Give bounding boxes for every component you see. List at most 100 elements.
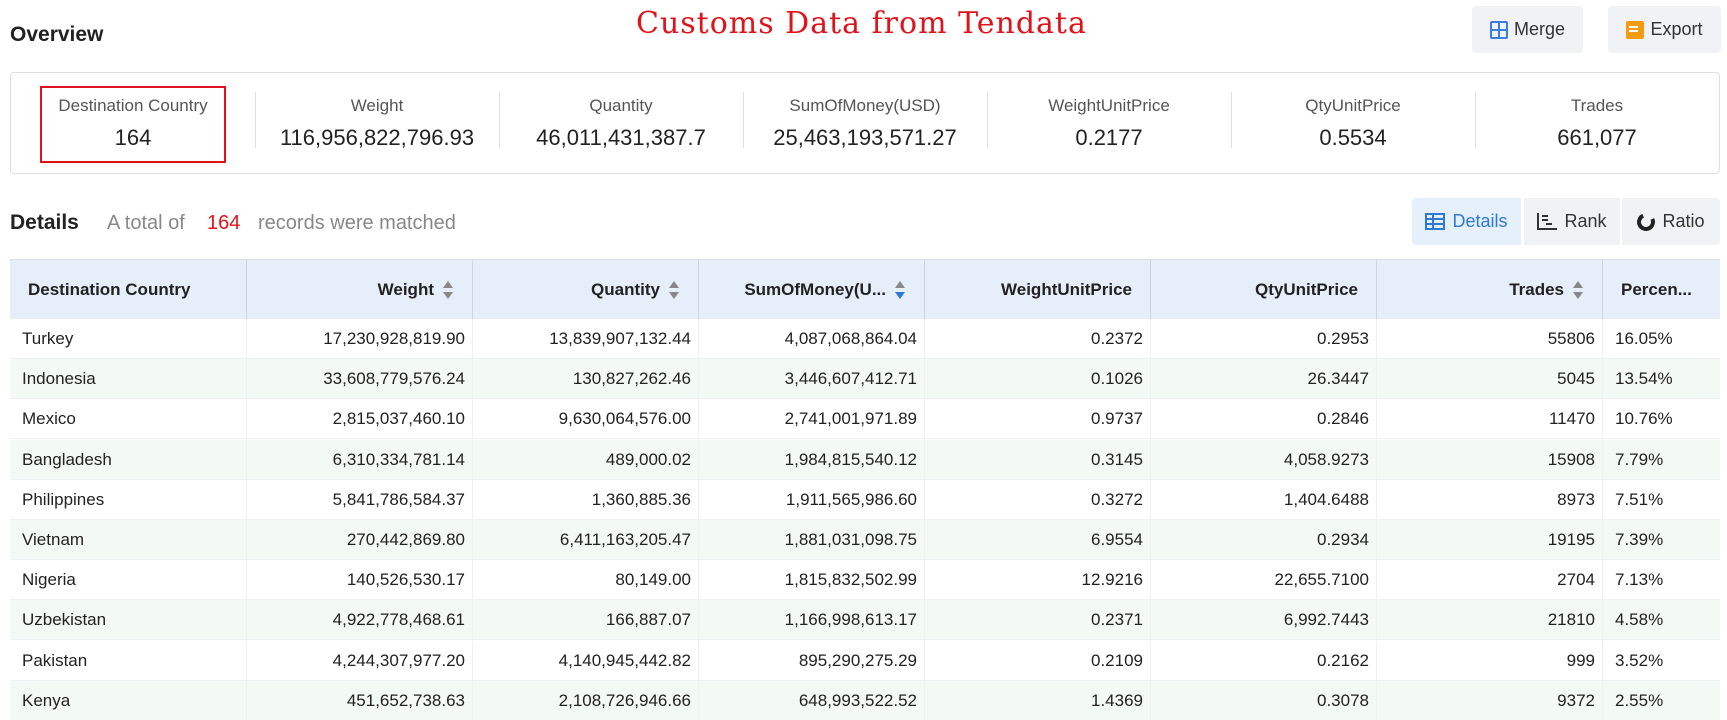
cell-qty-unit-price: 26.3447 — [1151, 359, 1377, 399]
cell-weight: 140,526,530.17 — [247, 560, 473, 600]
stat-trades[interactable]: Trades 661,077 — [1475, 73, 1719, 173]
records-count: 164 — [207, 212, 241, 234]
stat-weight[interactable]: Weight 116,956,822,796.93 — [255, 73, 499, 173]
merge-icon — [1489, 20, 1508, 39]
stat-label: Trades — [1570, 96, 1624, 115]
cell-trades: 8973 — [1377, 480, 1603, 520]
stat-qty-unit-price[interactable]: QtyUnitPrice 0.5534 — [1231, 73, 1475, 173]
cell-weight-unit-price: 0.3145 — [925, 440, 1151, 480]
stat-value: 661,077 — [1557, 125, 1637, 150]
cell-quantity: 80,149.00 — [473, 560, 699, 600]
table-row[interactable]: Bangladesh 6,310,334,781.14 489,000.02 1,98… — [10, 440, 1720, 480]
rank-view-button[interactable]: Rank — [1524, 198, 1620, 245]
stat-divider — [1475, 92, 1476, 148]
cell-qty-unit-price: 4,058.9273 — [1151, 440, 1377, 480]
cell-qty-unit-price: 0.2162 — [1151, 641, 1377, 681]
cell-qty-unit-price: 0.2934 — [1151, 520, 1377, 560]
watermark-title: Customs Data from Tendata — [636, 6, 1087, 41]
column-header-label: SumOfMoney(U... — [744, 280, 886, 299]
stat-weight-unit-price[interactable]: WeightUnitPrice 0.2177 — [987, 73, 1231, 173]
merge-button[interactable]: Merge — [1472, 6, 1583, 53]
column-header-percentage[interactable]: Percen... — [1603, 260, 1720, 320]
stat-quantity[interactable]: Quantity 46,011,431,387.7 — [499, 73, 743, 173]
selection-highlight-box — [40, 86, 226, 163]
summary-panel: Destination Country 164 Weight 116,956,8… — [10, 72, 1720, 174]
cell-quantity: 1,360,885.36 — [473, 480, 699, 520]
column-header-weight-unit-price[interactable]: WeightUnitPrice — [925, 260, 1151, 320]
cell-sum-of-money: 1,911,565,986.60 — [699, 480, 925, 520]
cell-weight-unit-price: 12.9216 — [925, 560, 1151, 600]
cell-quantity: 489,000.02 — [473, 440, 699, 480]
table-row[interactable]: Uzbekistan 4,922,778,468.61 166,887.07 1,16… — [10, 600, 1720, 640]
cell-country: Vietnam — [10, 520, 247, 560]
stat-value: 116,956,822,796.93 — [279, 125, 475, 150]
cell-sum-of-money: 1,815,832,502.99 — [699, 560, 925, 600]
details-view-button[interactable]: Details — [1412, 198, 1521, 245]
column-header-quantity[interactable]: Quantity — [473, 260, 699, 320]
cell-qty-unit-price: 0.2953 — [1151, 319, 1377, 359]
stat-divider — [743, 92, 744, 148]
cell-quantity: 130,827,262.46 — [473, 359, 699, 399]
column-header-label: Trades — [1509, 280, 1564, 299]
export-button[interactable]: Export — [1608, 6, 1721, 53]
stat-value: 0.5534 — [1319, 125, 1387, 150]
column-header-label: Percen... — [1621, 280, 1692, 299]
column-header-sum-of-money[interactable]: SumOfMoney(U... — [699, 260, 925, 320]
cell-trades: 11470 — [1377, 399, 1603, 439]
overview-title: Overview — [10, 23, 104, 46]
stat-value: 46,011,431,387.7 — [536, 125, 706, 150]
table-row[interactable]: Indonesia 33,608,779,576.24 130,827,262.46… — [10, 359, 1720, 399]
cell-percentage: 2.55% — [1615, 691, 1664, 710]
cell-weight: 5,841,786,584.37 — [247, 480, 473, 520]
sort-icon[interactable] — [1572, 280, 1584, 300]
cell-sum-of-money: 1,881,031,098.75 — [699, 520, 925, 560]
column-header-label: Weight — [377, 280, 434, 299]
table-row[interactable]: Kenya 451,652,738.63 2,108,726,946.66 648,9… — [10, 681, 1720, 720]
table-row[interactable]: Vietnam 270,442,869.80 6,411,163,205.47 1,8… — [10, 520, 1720, 560]
cell-weight-unit-price: 0.1026 — [925, 359, 1151, 399]
merge-button-label: Merge — [1513, 19, 1566, 39]
column-header-label: WeightUnitPrice — [1001, 280, 1132, 299]
table-row[interactable]: Turkey 17,230,928,819.90 13,839,907,132.44… — [10, 319, 1720, 359]
stat-label: Weight — [350, 96, 404, 115]
cell-trades: 15908 — [1377, 440, 1603, 480]
stat-value: 25,463,193,571.27 — [773, 125, 957, 150]
cell-weight-unit-price: 0.3272 — [925, 480, 1151, 520]
cell-weight: 33,608,779,576.24 — [247, 359, 473, 399]
export-icon — [1626, 20, 1645, 39]
cell-percentage: 13.54% — [1615, 369, 1673, 388]
cell-sum-of-money: 648,993,522.52 — [699, 681, 925, 720]
table-row[interactable]: Mexico 2,815,037,460.10 9,630,064,576.00 2,… — [10, 399, 1720, 439]
cell-qty-unit-price: 22,655.7100 — [1151, 560, 1377, 600]
cell-trades: 19195 — [1377, 520, 1603, 560]
details-view-label: Details — [1452, 211, 1508, 231]
column-header-destination-country[interactable]: Destination Country — [10, 260, 247, 320]
cell-weight: 2,815,037,460.10 — [247, 399, 473, 439]
sort-descending-icon[interactable] — [894, 280, 906, 300]
stat-sum-of-money[interactable]: SumOfMoney(USD) 25,463,193,571.27 — [743, 73, 987, 173]
column-header-qty-unit-price[interactable]: QtyUnitPrice — [1151, 260, 1377, 320]
stat-destination-country[interactable]: Destination Country 164 — [11, 73, 255, 173]
stat-divider — [499, 92, 500, 148]
column-header-weight[interactable]: Weight — [247, 260, 473, 320]
cell-country: Bangladesh — [10, 440, 247, 480]
cell-percentage: 16.05% — [1615, 329, 1673, 348]
table-row[interactable]: Nigeria 140,526,530.17 80,149.00 1,815,832,… — [10, 560, 1720, 600]
cell-weight-unit-price: 6.9554 — [925, 520, 1151, 560]
ratio-view-button[interactable]: Ratio — [1622, 198, 1720, 245]
stat-divider — [987, 92, 988, 148]
sort-icon[interactable] — [442, 280, 454, 300]
cell-sum-of-money: 1,166,998,613.17 — [699, 600, 925, 640]
table-row[interactable]: Pakistan 4,244,307,977.20 4,140,945,442.82… — [10, 641, 1720, 681]
column-header-trades[interactable]: Trades — [1377, 260, 1603, 320]
sort-icon[interactable] — [668, 280, 680, 300]
cell-weight-unit-price: 0.2371 — [925, 600, 1151, 640]
cell-qty-unit-price: 0.2846 — [1151, 399, 1377, 439]
top-bar: Overview Customs Data from Tendata Merge… — [0, 0, 1727, 66]
stat-label: SumOfMoney(USD) — [789, 96, 941, 115]
records-suffix: records were matched — [258, 212, 456, 234]
stat-label: QtyUnitPrice — [1305, 96, 1401, 115]
records-prefix: A total of — [107, 212, 185, 234]
rank-icon — [1537, 213, 1558, 230]
table-row[interactable]: Philippines 5,841,786,584.37 1,360,885.36 1… — [10, 480, 1720, 520]
